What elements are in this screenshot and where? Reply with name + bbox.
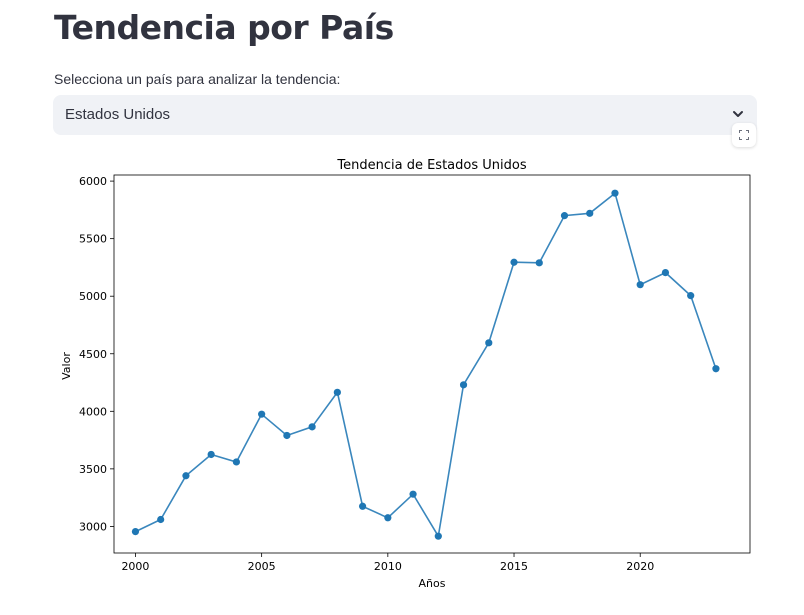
country-select[interactable]: Estados Unidos <box>53 95 757 135</box>
x-tick-label: 2005 <box>248 560 276 573</box>
x-tick-label: 2015 <box>500 560 528 573</box>
country-select-value: Estados Unidos <box>65 106 171 123</box>
data-point <box>611 189 619 197</box>
data-point <box>535 259 543 267</box>
data-point <box>560 212 569 220</box>
data-point <box>131 527 140 536</box>
chart-title: Tendencia de Estados Unidos <box>336 158 526 173</box>
data-point <box>510 258 518 266</box>
data-point <box>182 472 190 480</box>
data-point <box>308 423 316 431</box>
fullscreen-button[interactable] <box>732 123 756 147</box>
data-point <box>358 502 367 510</box>
series-line <box>135 191 717 539</box>
page-title: Tendencia por País <box>54 8 394 47</box>
data-point <box>636 281 644 289</box>
data-point <box>687 292 695 300</box>
data-point <box>434 532 442 540</box>
y-tick-label: 3500 <box>79 463 107 476</box>
plot-area <box>113 174 751 554</box>
data-point <box>661 269 670 277</box>
data-point <box>586 209 594 217</box>
data-point <box>384 514 392 522</box>
data-point <box>258 410 266 418</box>
x-axis-label: Años <box>419 577 446 590</box>
x-tick-label: 2000 <box>121 560 149 573</box>
y-tick-label: 5000 <box>79 290 107 303</box>
fullscreen-icon <box>739 130 749 140</box>
data-point <box>207 450 215 459</box>
x-tick-label: 2010 <box>374 560 402 573</box>
data-point <box>485 339 493 347</box>
data-point <box>409 490 417 498</box>
y-tick-label: 6000 <box>79 175 107 188</box>
data-point <box>232 458 241 466</box>
data-point <box>712 365 720 373</box>
data-point <box>283 431 291 440</box>
y-axis-label: Valor <box>60 352 73 380</box>
y-tick-label: 4500 <box>79 348 107 361</box>
country-select-label: Selecciona un país para analizar la tend… <box>54 71 341 87</box>
y-tick-label: 4000 <box>79 405 107 418</box>
data-point <box>333 388 341 396</box>
data-point <box>459 381 468 389</box>
x-tick-label: 2020 <box>626 560 654 573</box>
y-tick-label: 3000 <box>79 520 107 533</box>
y-tick-label: 5500 <box>79 233 107 246</box>
chevron-down-icon[interactable] <box>731 107 745 121</box>
data-point <box>157 515 165 524</box>
